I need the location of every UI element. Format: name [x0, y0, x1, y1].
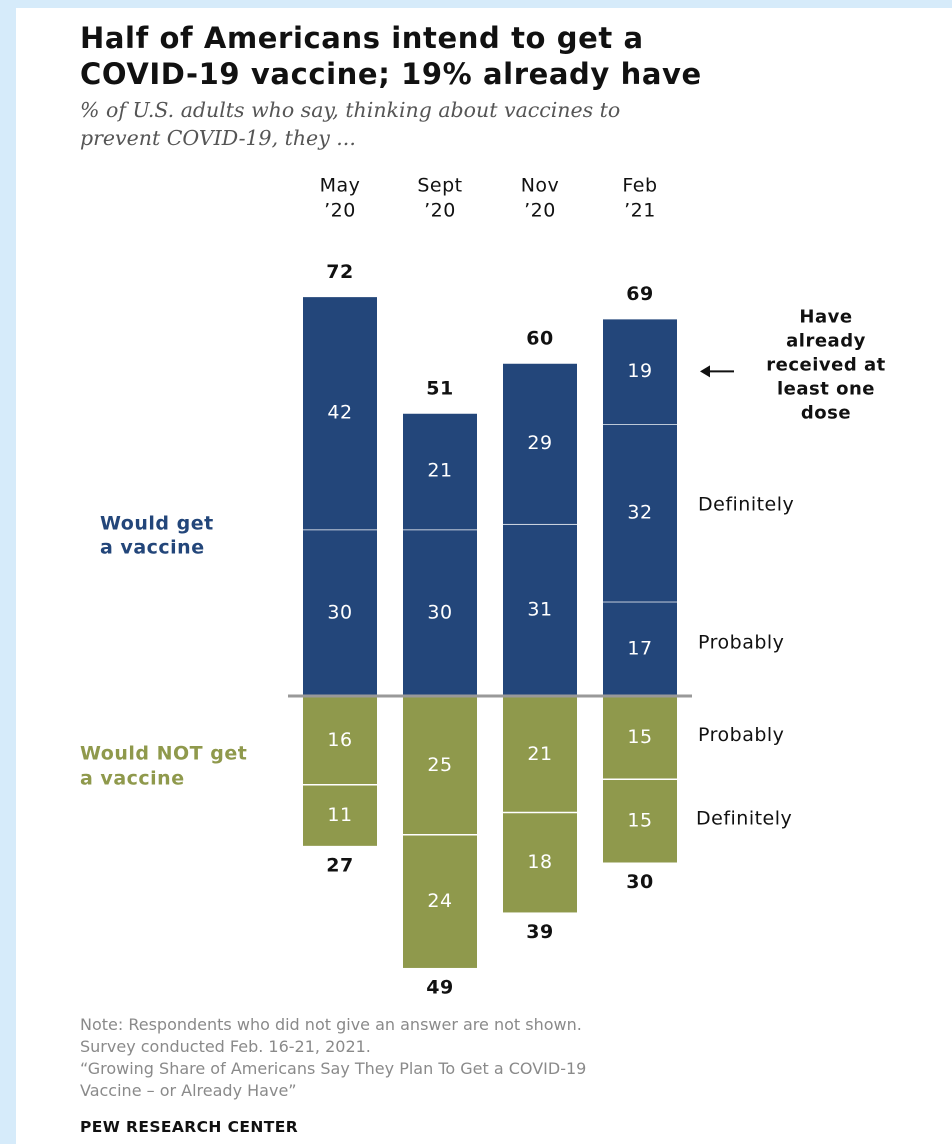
total-label: 39	[526, 921, 553, 943]
category-label: ’20	[424, 200, 456, 222]
chart-title-line: Half of Americans intend to get a	[80, 21, 644, 55]
bar-segment-would-get	[603, 601, 677, 696]
data-label: 32	[627, 501, 652, 523]
category-label: ’21	[624, 200, 656, 222]
annotation-already-received: received at	[766, 354, 885, 375]
data-label: 21	[427, 460, 452, 482]
chart-frame: Half of Americans intend to get a COVID-…	[16, 8, 952, 1144]
annotation-already-received: Have	[799, 306, 852, 327]
data-label: 15	[627, 809, 652, 831]
data-label: 18	[527, 851, 552, 873]
data-label: 30	[427, 601, 452, 623]
bar-segment-would-not-get	[403, 834, 477, 968]
chart-note: Note: Respondents who did not give an an…	[80, 1014, 880, 1102]
total-label: 27	[326, 854, 353, 876]
group-label-would-get: a vaccine	[100, 537, 205, 559]
data-label: 19	[627, 360, 652, 382]
segment-label-definitely: Definitely	[698, 493, 794, 515]
segment-label-not-definitely: Definitely	[696, 807, 792, 829]
category-label: ’20	[524, 200, 556, 222]
source-credit: PEW RESEARCH CENTER	[80, 1118, 299, 1136]
bar-segment-would-not-get	[303, 784, 377, 846]
diverging-bar-chart: May ’20 Sept ’20 Nov ’20 Feb ’21 30 42 72 30 21 51 31 2…	[80, 175, 885, 999]
data-label: 11	[327, 804, 352, 826]
bar-segment-would-get	[503, 363, 577, 524]
annotation-already-received: dose	[801, 402, 851, 423]
bar-segment-would-not-get	[603, 696, 677, 780]
bar-segment-would-get	[303, 529, 377, 696]
data-label: 31	[527, 598, 552, 620]
category-label: ’20	[324, 200, 356, 222]
category-label: Sept	[417, 175, 462, 197]
total-label: 49	[426, 976, 453, 998]
note-line: Vaccine – or Already Have”	[80, 1081, 297, 1100]
total-label: 69	[626, 283, 653, 305]
bar-segment-would-not-get	[403, 696, 477, 835]
group-label-would-get: Would get	[100, 513, 214, 535]
bar-segment-would-get	[503, 523, 577, 696]
data-label: 29	[527, 432, 552, 454]
chart-subtitle-line: prevent COVID-19, they ...	[80, 126, 356, 150]
chart-title: Half of Americans intend to get a COVID-…	[80, 20, 920, 92]
category-label: Feb	[622, 175, 657, 197]
chart-title-line: COVID-19 vaccine; 19% already have	[80, 57, 702, 91]
data-label: 16	[327, 729, 352, 751]
bar-segment-would-get	[403, 412, 477, 530]
category-label: May	[320, 175, 361, 197]
data-label: 30	[327, 601, 352, 623]
bar-segment-would-not-get	[603, 779, 677, 863]
note-line: “Growing Share of Americans Say They Pla…	[80, 1059, 587, 1078]
annotation-already-received: least one	[777, 378, 875, 399]
chart-subtitle: % of U.S. adults who say, thinking about…	[80, 96, 900, 152]
data-label: 24	[427, 890, 452, 912]
total-label: 60	[526, 328, 553, 350]
total-label: 51	[426, 377, 453, 399]
bar-segment-would-get	[403, 529, 477, 696]
total-label: 30	[626, 871, 653, 893]
data-label: 15	[627, 726, 652, 748]
data-label: 25	[427, 754, 452, 776]
group-label-would-not-get: Would NOT get	[80, 743, 247, 765]
bar-segment-would-get	[303, 296, 377, 530]
arrow-left-icon	[700, 365, 710, 378]
bar-segment-would-get	[603, 318, 677, 425]
bar-segment-would-not-get	[303, 696, 377, 785]
bar-segment-would-get	[603, 424, 677, 602]
segment-label-not-probably: Probably	[698, 724, 784, 746]
data-label: 42	[327, 401, 352, 423]
total-label: 72	[326, 261, 353, 283]
group-label-would-not-get: a vaccine	[80, 768, 185, 790]
bar-segment-would-not-get	[503, 696, 577, 813]
data-label: 21	[527, 743, 552, 765]
note-line: Survey conducted Feb. 16-21, 2021.	[80, 1037, 371, 1056]
data-label: 17	[627, 637, 652, 659]
annotation-already-received: already	[786, 330, 866, 351]
segment-label-probably: Probably	[698, 631, 784, 653]
category-label: Nov	[521, 175, 560, 197]
chart-subtitle-line: % of U.S. adults who say, thinking about…	[80, 98, 621, 122]
bar-segment-would-not-get	[503, 812, 577, 913]
note-line: Note: Respondents who did not give an an…	[80, 1015, 582, 1034]
